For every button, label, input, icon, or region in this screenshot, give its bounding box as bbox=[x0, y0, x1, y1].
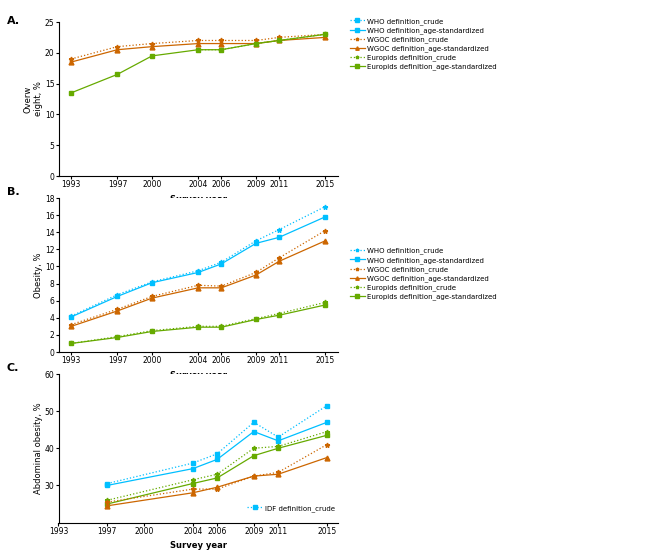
X-axis label: Survey year: Survey year bbox=[170, 541, 227, 550]
Text: B.: B. bbox=[6, 187, 19, 197]
Y-axis label: Overw
eight, %: Overw eight, % bbox=[24, 81, 44, 117]
Text: C.: C. bbox=[6, 363, 19, 373]
Legend: IDF definition_crude: IDF definition_crude bbox=[247, 505, 335, 512]
X-axis label: Survey year: Survey year bbox=[170, 195, 227, 204]
Text: A.: A. bbox=[6, 16, 20, 26]
Legend: WHO definition_crude, WHO definition_age-standardized, WGOC definition_crude, WG: WHO definition_crude, WHO definition_age… bbox=[350, 18, 497, 70]
X-axis label: Survey year: Survey year bbox=[170, 371, 227, 380]
Legend: WHO definition_crude, WHO definition_age-standardized, WGOC definition_crude, WG: WHO definition_crude, WHO definition_age… bbox=[350, 248, 497, 300]
Y-axis label: Obesity, %: Obesity, % bbox=[34, 252, 44, 298]
Y-axis label: Abdominal obesity, %: Abdominal obesity, % bbox=[34, 403, 43, 494]
